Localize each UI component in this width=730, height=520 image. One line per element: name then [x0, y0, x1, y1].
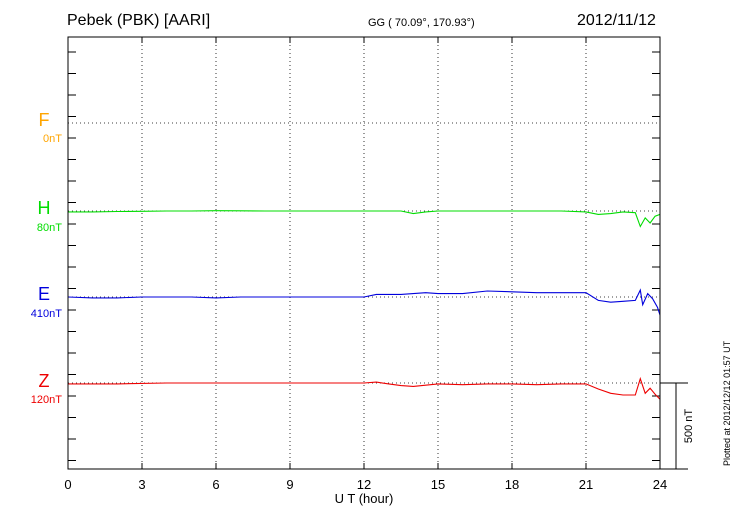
x-tick-label: 12: [357, 477, 371, 492]
scale-bar-label: 500 nT: [683, 409, 695, 444]
x-tick-label: 21: [579, 477, 593, 492]
series-layer: [67, 210, 661, 400]
component-label-z: Z: [39, 371, 50, 391]
component-label-e: E: [38, 284, 50, 304]
x-tick-label: 0: [64, 477, 71, 492]
component-label-h: H: [38, 198, 51, 218]
coordinates-label: GG ( 70.09°, 170.93°): [368, 17, 475, 29]
component-label-f: F: [39, 110, 50, 130]
grid-layer: 0 3 6 9 12 15 18 21 24: [64, 37, 667, 492]
x-tick-label: 24: [653, 477, 667, 492]
base-value-label-f: 0nT: [43, 133, 62, 145]
x-tick-label: 9: [286, 477, 293, 492]
base-value-label-e: 410nT: [31, 308, 62, 320]
plot-frame: [67, 36, 661, 470]
series-line-e: [67, 288, 661, 316]
x-tick-label: 6: [212, 477, 219, 492]
date-label: 2012/11/12: [577, 12, 656, 29]
station-title: Pebek (PBK) [AARI]: [67, 12, 211, 29]
x-tick-label: 15: [431, 477, 445, 492]
base-value-label-z: 120nT: [31, 394, 62, 406]
x-tick-label: 18: [505, 477, 519, 492]
label-layer: F 0nT H 80nT E 410nT Z 120nT 500 nT: [31, 110, 695, 470]
x-axis-label: U T (hour): [335, 491, 394, 506]
series-line-h: [68, 210, 661, 228]
series-line-z: [68, 376, 661, 400]
base-value-label-h: 80nT: [37, 222, 62, 234]
x-tick-label: 3: [138, 477, 145, 492]
